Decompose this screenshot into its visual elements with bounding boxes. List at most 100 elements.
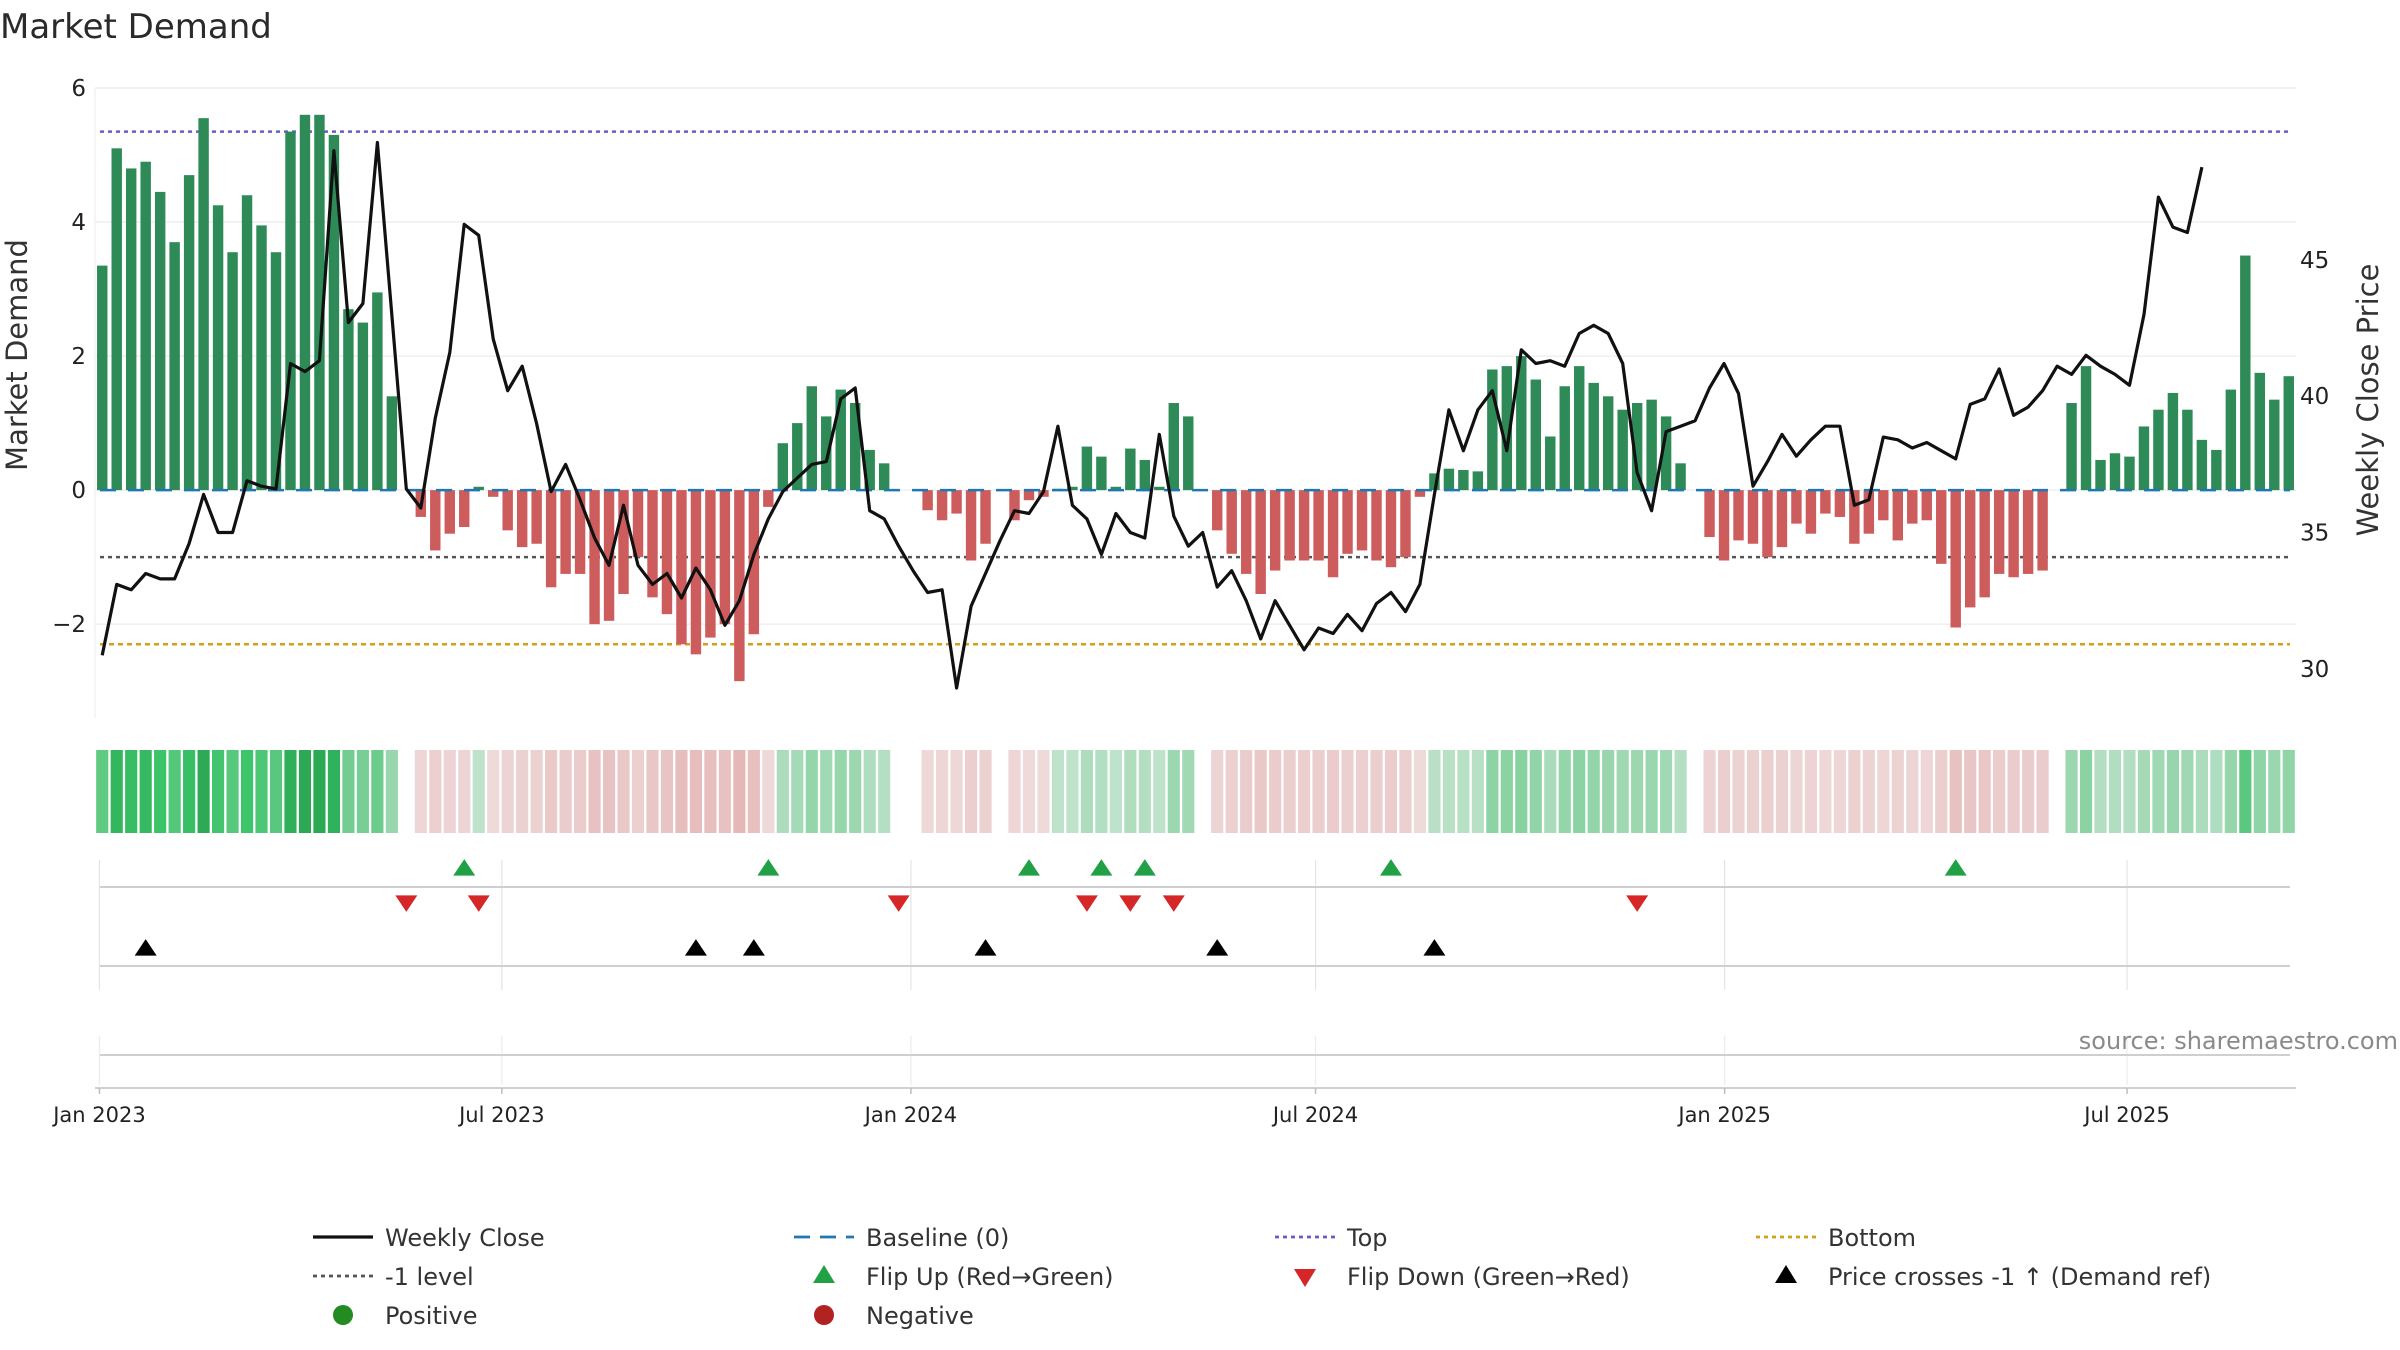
- heat-cell: [2022, 750, 2035, 833]
- heat-cell: [1109, 750, 1122, 833]
- negative-bar: [459, 490, 470, 527]
- legend-label: Weekly Close: [385, 1224, 545, 1252]
- negative-bar: [1371, 490, 1382, 561]
- heat-cell: [1240, 750, 1253, 833]
- heat-cell: [675, 750, 688, 833]
- negative-bar: [1892, 490, 1904, 541]
- negative-bar: [734, 490, 745, 682]
- x-tick-label: Jul 2024: [1271, 1103, 1358, 1127]
- price-cross-marker: [684, 939, 707, 956]
- negative-bar: [1284, 490, 1295, 561]
- negative-bar: [444, 490, 455, 534]
- flip-down-marker: [1626, 895, 1649, 912]
- heat-cell: [1558, 750, 1571, 833]
- heat-cell: [2224, 750, 2237, 833]
- heat-cell: [429, 750, 442, 833]
- heat-cell: [2268, 750, 2281, 833]
- heat-cell: [1544, 750, 1557, 833]
- heat-cell: [979, 750, 992, 833]
- heat-cell: [2152, 750, 2165, 833]
- weekly-close-series: [100, 140, 2204, 690]
- negative-bar: [748, 490, 760, 635]
- flip-up-marker: [1944, 859, 1967, 876]
- positive-bar: [343, 309, 354, 491]
- negative-bar: [1269, 490, 1281, 571]
- positive-bar: [169, 242, 180, 491]
- positive-bar: [183, 175, 195, 491]
- x-tick-label: Jan 2025: [1676, 1103, 1771, 1127]
- positive-bar: [1443, 468, 1455, 491]
- positive-bar: [2254, 372, 2266, 491]
- heat-cell: [1066, 750, 1079, 833]
- x-tick-label: Jan 2023: [51, 1103, 146, 1127]
- positive-bar: [1588, 382, 1599, 491]
- flip-down-marker: [887, 895, 910, 912]
- left-axis-ticks: 6 4 2 0 −2: [52, 76, 86, 638]
- positive-bar: [1183, 416, 1194, 491]
- heat-cell: [1022, 750, 1036, 833]
- heat-cell: [1804, 750, 1817, 833]
- right-tick-label: 35: [2300, 521, 2329, 547]
- negative-bar: [1313, 490, 1324, 561]
- positive-bar: [2283, 376, 2294, 491]
- positive-bar: [1081, 446, 1093, 491]
- heat-cell: [269, 750, 283, 833]
- heat-cell: [617, 750, 630, 833]
- heat-cell: [458, 750, 471, 833]
- flip-up-marker: [1379, 859, 1402, 876]
- legend-swatch: [333, 1305, 353, 1325]
- negative-bar: [1704, 490, 1715, 538]
- heat-cell: [2036, 750, 2049, 833]
- heat-cell: [849, 750, 862, 833]
- right-tick-label: 40: [2300, 384, 2329, 410]
- flip-up-marker: [757, 859, 780, 876]
- positive-bar: [2066, 403, 2077, 491]
- heat-cell: [1790, 750, 1803, 833]
- left-tick-label: 2: [71, 344, 86, 370]
- x-axis-ticks: Jan 2023 Jul 2023 Jan 2024 Jul 2024 Jan 2025…: [51, 1088, 2170, 1127]
- heat-cell: [1631, 750, 1644, 833]
- heat-cell: [1703, 750, 1716, 833]
- heat-cell: [1645, 750, 1658, 833]
- positive-bar: [2196, 439, 2208, 491]
- heat-cell: [1529, 750, 1542, 833]
- negative-bar: [2037, 490, 2048, 571]
- negative-bar: [1255, 490, 1266, 595]
- heat-cell: [2181, 750, 2194, 833]
- right-tick-label: 45: [2300, 248, 2329, 274]
- heat-cell: [1732, 750, 1745, 833]
- positive-bar: [473, 486, 484, 491]
- negative-bar: [1718, 490, 1730, 561]
- left-tick-label: 4: [71, 210, 86, 236]
- negative-bar: [661, 490, 673, 615]
- weekly-close-line: [100, 140, 2204, 690]
- negative-bar: [1414, 490, 1426, 497]
- legend-label: -1 level: [385, 1263, 474, 1291]
- heat-cell: [1833, 750, 1846, 833]
- negative-bar: [1009, 490, 1020, 521]
- heat-cell: [1819, 750, 1832, 833]
- heat-cell: [356, 750, 369, 833]
- negative-bar: [1747, 490, 1759, 544]
- negative-bar: [1950, 490, 1961, 628]
- heat-cell: [936, 750, 949, 833]
- heat-cell: [660, 750, 674, 833]
- heat-cell: [733, 750, 746, 833]
- heat-cell: [2079, 750, 2093, 833]
- heat-cell: [1906, 750, 1919, 833]
- price-cross-marker: [974, 939, 997, 956]
- heat-cell: [2253, 750, 2266, 833]
- flip-up-marker: [1017, 859, 1040, 876]
- legend-label: Baseline (0): [866, 1224, 1009, 1252]
- legend-swatch: [1775, 1265, 1797, 1283]
- heat-cell: [212, 750, 225, 833]
- heat-cell: [2282, 750, 2295, 833]
- positive-bar: [1574, 366, 1585, 491]
- heat-cell: [1384, 750, 1398, 833]
- heat-cell: [1283, 750, 1296, 833]
- heat-cell: [718, 750, 731, 833]
- demand-heat-strip: [96, 750, 2295, 833]
- event-markers: [134, 859, 1967, 956]
- price-cross-marker: [742, 939, 765, 956]
- legend-item: Negative: [814, 1302, 974, 1330]
